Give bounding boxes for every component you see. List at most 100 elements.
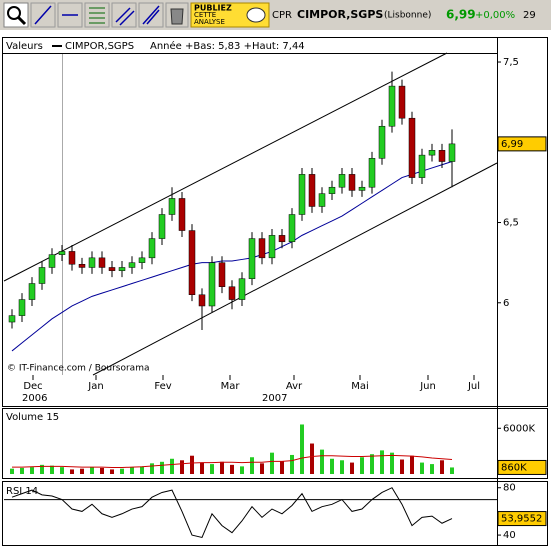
volume-bar xyxy=(450,467,454,474)
volume-bar xyxy=(110,469,114,474)
volume-bar xyxy=(150,463,154,474)
candle-body xyxy=(158,214,166,239)
volume-bar xyxy=(360,457,364,474)
candle-body xyxy=(438,150,446,162)
volume-bar xyxy=(40,464,44,474)
ad-text: ANALYSE xyxy=(194,18,225,26)
last-value-box xyxy=(497,459,547,475)
zoom-icon xyxy=(7,6,21,20)
candle-body xyxy=(208,262,216,307)
y-tick-label: 6 xyxy=(503,298,509,309)
volume-bar xyxy=(100,467,104,474)
volume-bar xyxy=(270,452,274,474)
fib-icon xyxy=(89,7,105,24)
volume-bar xyxy=(210,464,214,474)
x-tick-label: Fev xyxy=(154,381,171,392)
volume-bar xyxy=(260,463,264,474)
rsi-title: RSI 14 xyxy=(6,486,38,497)
candle-body xyxy=(108,267,116,271)
rsi-panel xyxy=(2,481,548,546)
candle-body xyxy=(288,214,296,243)
candle-body xyxy=(278,235,286,243)
tools xyxy=(3,2,270,28)
candle-body xyxy=(138,257,146,263)
candle-body xyxy=(118,267,126,271)
candle-body xyxy=(388,85,396,127)
candle-body xyxy=(338,174,346,188)
volume-bar xyxy=(240,466,244,474)
volume-bar xyxy=(330,458,334,474)
candle-body xyxy=(178,198,186,231)
volume-bar xyxy=(70,469,74,474)
volume-bar xyxy=(250,457,254,474)
candle-body xyxy=(78,264,86,268)
x-tick-label: Jun xyxy=(419,381,436,392)
volume-bar xyxy=(190,455,194,474)
volume-bar xyxy=(340,460,344,474)
volume-bar xyxy=(440,460,444,474)
volume-bar xyxy=(280,461,284,474)
volume-bar xyxy=(220,461,224,474)
volume-bar xyxy=(390,452,394,474)
candle-body xyxy=(448,143,456,162)
count: 29 xyxy=(523,10,536,21)
volume-bar xyxy=(80,468,84,474)
candle-body xyxy=(98,257,106,268)
x-tick-label: Mar xyxy=(221,381,241,392)
y-tick-label: 7,5 xyxy=(503,57,519,68)
parallel-icon xyxy=(142,5,160,25)
candle-body xyxy=(218,262,226,287)
volume-bar xyxy=(60,467,64,474)
candle-body xyxy=(318,193,326,207)
candle-body xyxy=(398,85,406,119)
volume-bar xyxy=(20,467,24,474)
last-value-box xyxy=(497,511,547,527)
last-value-label: 53,9552 xyxy=(501,514,542,525)
candle-body xyxy=(8,315,16,323)
y-tick-label: 80 xyxy=(503,483,516,494)
volume-bar xyxy=(200,462,204,474)
rsi-line xyxy=(11,487,453,539)
candle-body xyxy=(298,174,306,215)
candle-body xyxy=(238,278,246,300)
candle-body xyxy=(378,125,386,159)
candle-body xyxy=(308,174,316,207)
volume-bar xyxy=(130,467,134,474)
candle-body xyxy=(18,299,26,316)
x-tick-label: Dec xyxy=(23,381,42,392)
candle-body xyxy=(408,117,416,178)
credit: © IT-Finance.com / Boursorama xyxy=(7,364,149,374)
volume-bar xyxy=(180,460,184,474)
last-value-label: 860K xyxy=(501,462,527,473)
volume-bar xyxy=(410,455,414,474)
volume-bar xyxy=(430,464,434,474)
last-value-label: 6,99 xyxy=(501,139,523,150)
x-tick-label: Mai xyxy=(351,381,369,392)
change: +0,00% xyxy=(475,10,515,21)
legend-label: Valeurs xyxy=(6,41,43,52)
ad-text: PUBLIEZ xyxy=(194,4,232,13)
volume-bar xyxy=(120,468,124,474)
volume-bar xyxy=(290,454,294,474)
volume-bar xyxy=(310,443,314,474)
candle-body xyxy=(368,158,376,188)
volume-ma-line xyxy=(12,454,453,469)
y-tick-label: 6,5 xyxy=(503,218,519,229)
volume-bar xyxy=(300,424,304,474)
volume-bar xyxy=(350,462,354,474)
volume-bar xyxy=(400,459,404,474)
year-label: 2006 xyxy=(22,393,47,404)
candle-body xyxy=(38,267,46,284)
candle-body xyxy=(148,238,156,259)
legend-range: Année +Bas: 5,83 +Haut: 7,44 xyxy=(150,40,305,52)
bubble-icon xyxy=(246,7,266,23)
price-panel xyxy=(2,37,548,407)
y-tick-label: 40 xyxy=(503,530,516,541)
y-tick-label: 6000K xyxy=(503,423,535,434)
candle-body xyxy=(88,257,96,268)
place: (Lisbonne) xyxy=(384,11,431,21)
line-icon xyxy=(34,5,52,25)
x-tick-label: Jan xyxy=(87,381,103,392)
zoom-icon xyxy=(16,15,27,26)
